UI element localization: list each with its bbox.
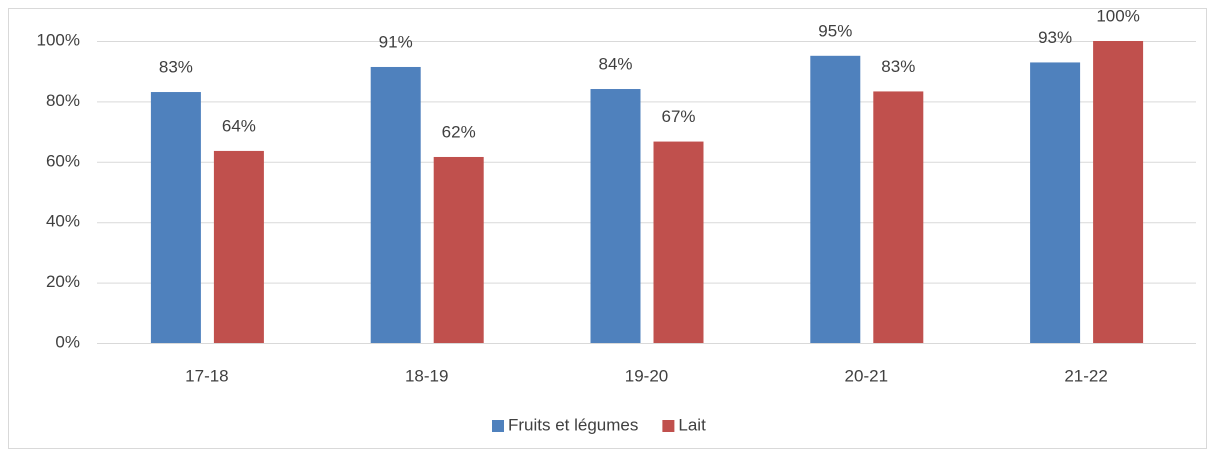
data-label: 100% xyxy=(1096,6,1139,25)
y-tick-label: 80% xyxy=(46,91,80,110)
legend-label: Fruits et légumes xyxy=(508,415,638,434)
legend-swatch xyxy=(662,420,675,432)
bar xyxy=(653,141,704,343)
bar xyxy=(1093,41,1144,343)
bar xyxy=(150,92,201,344)
data-label: 91% xyxy=(379,32,413,51)
data-label: 83% xyxy=(881,57,915,76)
data-label: 95% xyxy=(818,21,852,40)
x-tick-label: 20-21 xyxy=(845,366,888,385)
y-tick-label: 20% xyxy=(46,272,80,291)
bar xyxy=(370,66,421,344)
data-label: 93% xyxy=(1038,28,1072,47)
bar xyxy=(213,150,264,343)
data-label: 84% xyxy=(598,55,632,74)
x-tick-label: 18-19 xyxy=(405,366,448,385)
x-tick-label: 17-18 xyxy=(185,366,228,385)
y-tick-label: 0% xyxy=(55,332,80,351)
bar xyxy=(810,55,861,343)
x-tick-label: 19-20 xyxy=(625,366,668,385)
bar xyxy=(433,156,484,343)
y-tick-label: 100% xyxy=(37,30,80,49)
legend-label: Lait xyxy=(678,415,706,434)
data-label: 62% xyxy=(442,122,476,141)
legend-swatch xyxy=(492,420,504,432)
data-label: 64% xyxy=(222,116,256,135)
data-label: 83% xyxy=(159,58,193,77)
bar xyxy=(1030,62,1081,343)
y-tick-label: 60% xyxy=(46,151,80,170)
bar xyxy=(590,89,641,343)
bar xyxy=(873,91,924,344)
x-tick-label: 21-22 xyxy=(1064,366,1107,385)
y-tick-label: 40% xyxy=(46,212,80,231)
data-label: 67% xyxy=(661,107,695,126)
